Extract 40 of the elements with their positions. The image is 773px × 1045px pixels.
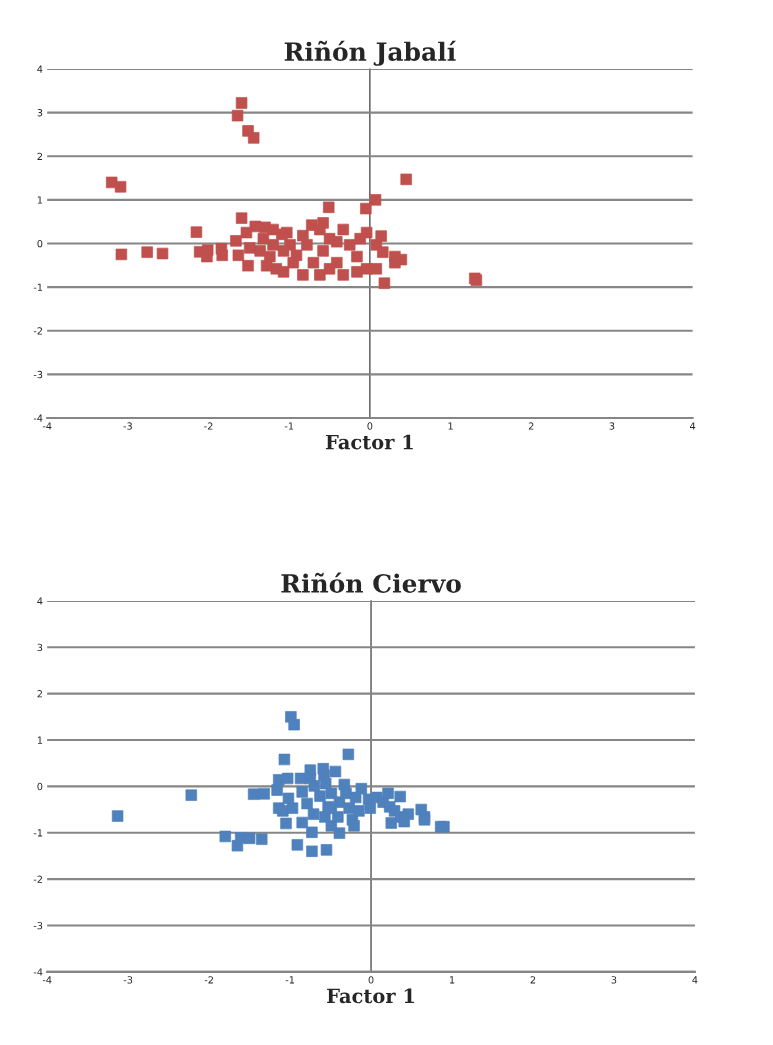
y-tick-label: -4 (33, 968, 43, 976)
y-tick-label: -2 (33, 875, 43, 883)
y-tick-label: -3 (33, 921, 43, 930)
chart-title: Riñón Jabalí (284, 40, 457, 66)
x-tick-label: 1 (449, 976, 455, 984)
x-tick-label: -4 (42, 976, 52, 984)
y-tick-label: 0 (37, 782, 43, 791)
y-tick-label: -1 (33, 283, 43, 291)
x-axis-title: Factor 1 (327, 988, 414, 1004)
x-tick-label: 3 (609, 422, 615, 430)
y-tick-label: -4 (33, 414, 43, 422)
y-tick-label: 3 (37, 109, 43, 117)
x-tick-label: -4 (42, 422, 52, 430)
x-tick-label: -2 (204, 422, 213, 430)
x-tick-label: 2 (530, 976, 536, 984)
x-tick-label: -1 (285, 976, 295, 984)
y-tick-label: -2 (33, 327, 43, 335)
x-tick-label: -3 (123, 422, 132, 430)
y-tick-label: 2 (37, 690, 43, 698)
x-axis-title: Factor 1 (325, 434, 413, 450)
y-tick-label: 3 (37, 643, 43, 652)
x-tick-label: 4 (692, 976, 698, 984)
y-tick-label: 4 (37, 597, 43, 605)
y-tick-label: 2 (37, 152, 43, 160)
y-tick-label: 4 (37, 65, 43, 73)
x-tick-label: 4 (689, 422, 696, 430)
y-tick-label: -1 (33, 829, 43, 837)
y-tick-label: 0 (37, 239, 43, 248)
x-tick-label: -3 (123, 976, 133, 984)
x-tick-label: 2 (528, 422, 534, 430)
x-tick-label: 0 (368, 976, 374, 984)
y-tick-label: 1 (37, 196, 43, 204)
x-tick-label: -1 (284, 422, 294, 430)
x-tick-label: 1 (448, 422, 453, 430)
y-tick-label: -3 (33, 370, 43, 379)
x-tick-label: 3 (611, 976, 617, 984)
x-tick-label: -2 (204, 976, 213, 984)
y-tick-label: 1 (37, 736, 43, 744)
x-tick-label: 0 (367, 422, 373, 430)
chart-title: Riñón Ciervo (281, 572, 461, 593)
